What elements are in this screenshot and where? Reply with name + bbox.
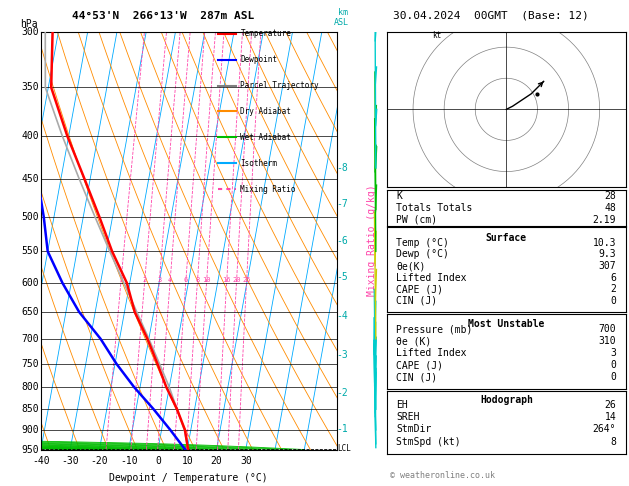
- Text: -10: -10: [120, 456, 138, 466]
- Text: 310: 310: [599, 336, 616, 346]
- Text: 44°53'N  266°13'W  287m ASL: 44°53'N 266°13'W 287m ASL: [72, 11, 255, 21]
- Text: 9.3: 9.3: [599, 249, 616, 260]
- Text: 350: 350: [22, 83, 40, 92]
- Text: -3: -3: [337, 350, 348, 360]
- Text: -5: -5: [337, 272, 348, 282]
- Text: 2: 2: [142, 277, 147, 283]
- Text: Temperature: Temperature: [240, 29, 291, 38]
- Text: 900: 900: [22, 425, 40, 435]
- Text: Lifted Index: Lifted Index: [396, 348, 467, 358]
- Text: LCL: LCL: [337, 444, 351, 453]
- Text: 550: 550: [22, 246, 40, 257]
- Text: 700: 700: [22, 334, 40, 344]
- Text: Isotherm: Isotherm: [240, 159, 277, 168]
- Text: 10: 10: [203, 277, 211, 283]
- Text: Lifted Index: Lifted Index: [396, 273, 467, 283]
- Text: EH: EH: [396, 399, 408, 410]
- Text: 25: 25: [242, 277, 251, 283]
- Text: 14: 14: [604, 412, 616, 422]
- Text: 600: 600: [22, 278, 40, 288]
- Text: 26: 26: [604, 399, 616, 410]
- Text: Dewpoint: Dewpoint: [240, 55, 277, 64]
- Text: CIN (J): CIN (J): [396, 296, 438, 306]
- Text: -2: -2: [337, 388, 348, 398]
- Text: 300: 300: [22, 27, 40, 36]
- Text: 307: 307: [599, 261, 616, 271]
- Text: Surface: Surface: [486, 233, 527, 243]
- Text: 700: 700: [599, 324, 616, 334]
- Text: 950: 950: [22, 445, 40, 454]
- Text: 30.04.2024  00GMT  (Base: 12): 30.04.2024 00GMT (Base: 12): [393, 11, 589, 21]
- Text: -6: -6: [337, 236, 348, 246]
- Text: 650: 650: [22, 307, 40, 317]
- Text: © weatheronline.co.uk: © weatheronline.co.uk: [390, 471, 495, 480]
- Text: 48: 48: [604, 203, 616, 213]
- Text: 500: 500: [22, 212, 40, 222]
- Text: 0: 0: [610, 296, 616, 306]
- Text: Mixing Ratio (g/kg): Mixing Ratio (g/kg): [367, 185, 377, 296]
- Text: 20: 20: [211, 456, 223, 466]
- Text: StmSpd (kt): StmSpd (kt): [396, 436, 461, 447]
- Text: Most Unstable: Most Unstable: [468, 319, 545, 329]
- Text: CAPE (J): CAPE (J): [396, 360, 443, 370]
- Text: 0: 0: [155, 456, 161, 466]
- Text: 0: 0: [610, 372, 616, 382]
- Text: 2.19: 2.19: [593, 215, 616, 225]
- Text: -20: -20: [91, 456, 108, 466]
- Text: 8: 8: [610, 436, 616, 447]
- Text: -8: -8: [337, 163, 348, 173]
- Text: Pressure (mb): Pressure (mb): [396, 324, 473, 334]
- Text: Mixing Ratio: Mixing Ratio: [240, 185, 296, 193]
- Text: 800: 800: [22, 382, 40, 392]
- Text: 4: 4: [168, 277, 172, 283]
- Text: 850: 850: [22, 404, 40, 414]
- Text: Wet Adiabat: Wet Adiabat: [240, 133, 291, 142]
- Text: 400: 400: [22, 131, 40, 141]
- Text: 28: 28: [604, 191, 616, 201]
- Text: SREH: SREH: [396, 412, 420, 422]
- Text: -1: -1: [337, 424, 348, 434]
- Text: -30: -30: [62, 456, 79, 466]
- Text: Hodograph: Hodograph: [480, 395, 533, 405]
- Text: 2: 2: [610, 284, 616, 294]
- Text: 20: 20: [232, 277, 241, 283]
- Text: Dewp (°C): Dewp (°C): [396, 249, 449, 260]
- Text: StmDir: StmDir: [396, 424, 431, 434]
- Text: CAPE (J): CAPE (J): [396, 284, 443, 294]
- Text: 16: 16: [222, 277, 231, 283]
- Text: 1: 1: [119, 277, 123, 283]
- Text: -4: -4: [337, 311, 348, 321]
- Text: 6: 6: [610, 273, 616, 283]
- Text: 6: 6: [184, 277, 188, 283]
- Text: 10.3: 10.3: [593, 238, 616, 248]
- Text: 8: 8: [195, 277, 199, 283]
- Text: kt: kt: [431, 31, 441, 40]
- Text: km
ASL: km ASL: [333, 8, 348, 27]
- Text: Dewpoint / Temperature (°C): Dewpoint / Temperature (°C): [109, 472, 268, 483]
- Text: 750: 750: [22, 359, 40, 369]
- Text: 10: 10: [181, 456, 193, 466]
- Text: CIN (J): CIN (J): [396, 372, 438, 382]
- Text: PW (cm): PW (cm): [396, 215, 438, 225]
- Text: K: K: [396, 191, 403, 201]
- Text: Dry Adiabat: Dry Adiabat: [240, 107, 291, 116]
- Text: θe (K): θe (K): [396, 336, 431, 346]
- Text: -7: -7: [337, 199, 348, 209]
- Text: 0: 0: [610, 360, 616, 370]
- Text: 264°: 264°: [593, 424, 616, 434]
- Text: -40: -40: [32, 456, 50, 466]
- Text: 3: 3: [610, 348, 616, 358]
- Text: 30: 30: [240, 456, 252, 466]
- Text: hPa: hPa: [20, 19, 38, 29]
- Text: 3: 3: [157, 277, 161, 283]
- Text: θe(K): θe(K): [396, 261, 426, 271]
- Text: Parcel Trajectory: Parcel Trajectory: [240, 81, 319, 90]
- Text: Totals Totals: Totals Totals: [396, 203, 473, 213]
- Text: 450: 450: [22, 174, 40, 184]
- Text: Temp (°C): Temp (°C): [396, 238, 449, 248]
